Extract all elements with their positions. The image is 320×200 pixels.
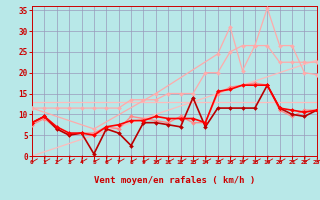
X-axis label: Vent moyen/en rafales ( km/h ): Vent moyen/en rafales ( km/h ) (94, 176, 255, 185)
